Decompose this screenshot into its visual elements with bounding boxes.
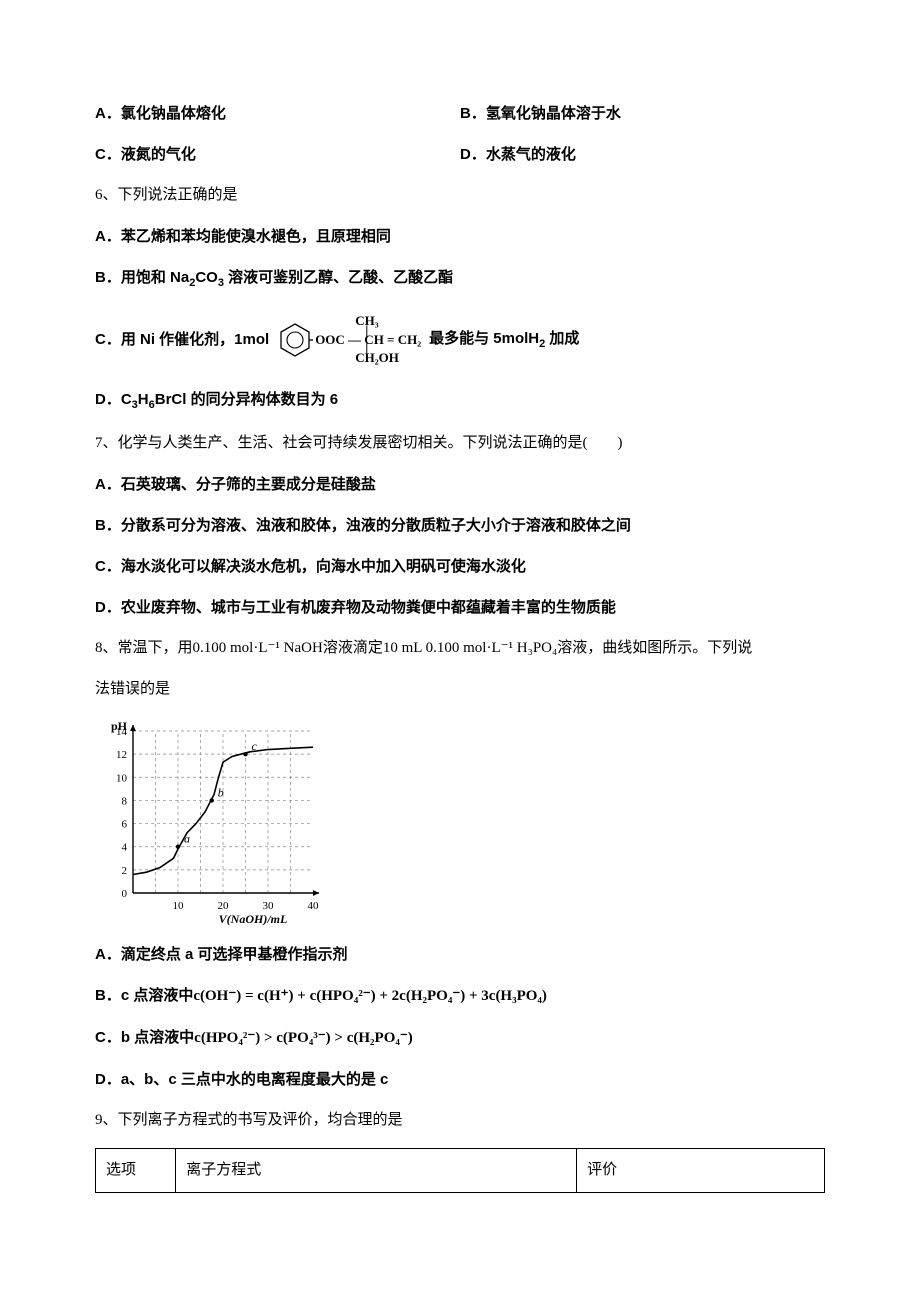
q8-option-a: A．滴定终点 a 可选择甲基橙作指示剂 bbox=[95, 941, 825, 968]
q8-stem-line1: 8、常温下，用0.100 mol·L⁻¹ NaOH溶液滴定10 mL 0.100… bbox=[95, 635, 825, 662]
q8-c-formula: c(HPO₄²⁻) > c(PO₄³⁻) > c(H₂PO₄⁻) bbox=[194, 1030, 413, 1046]
svg-text:20: 20 bbox=[218, 900, 230, 912]
q5-option-c: C．液氮的气化 bbox=[95, 141, 460, 168]
q8-option-c: C．b 点溶液中c(HPO₄²⁻) > c(PO₄³⁻) > c(H₂PO₄⁻) bbox=[95, 1024, 825, 1052]
q9-th-1: 离子方程式 bbox=[176, 1148, 577, 1192]
svg-text:10: 10 bbox=[116, 772, 128, 784]
q6-stem: 6、下列说法正确的是 bbox=[95, 182, 825, 209]
q6-c-pre: C．用 Ni 作催化剂，1mol bbox=[95, 326, 269, 353]
svg-text:pH: pH bbox=[111, 719, 128, 733]
q9-stem: 9、下列离子方程式的书写及评价，均合理的是 bbox=[95, 1107, 825, 1134]
q6-option-d: D．C3H6BrCl 的同分异构体数目为 6 bbox=[95, 386, 825, 416]
svg-text:12: 12 bbox=[116, 749, 127, 761]
q8-titration-chart: 0246810121410203040abcpHV(NaOH)/mL bbox=[95, 717, 825, 927]
q7-stem: 7、化学与人类生产、生活、社会可持续发展密切相关。下列说法正确的是( ) bbox=[95, 430, 825, 457]
svg-text:V(NaOH)/mL: V(NaOH)/mL bbox=[219, 912, 288, 926]
q9-table: 选项 离子方程式 评价 bbox=[95, 1148, 825, 1193]
svg-text:a: a bbox=[184, 831, 190, 845]
svg-text:b: b bbox=[218, 785, 224, 799]
svg-text:4: 4 bbox=[122, 841, 128, 853]
q5-row-ab: A．氯化钠晶体熔化 B．氢氧化钠晶体溶于水 bbox=[95, 100, 825, 127]
q9-th-0: 选项 bbox=[96, 1148, 176, 1192]
q9-th-2: 评价 bbox=[577, 1148, 825, 1192]
q6-option-c: C．用 Ni 作催化剂，1mol CH₃ | OOC — CH = CH₂ | … bbox=[95, 308, 825, 372]
q8-option-d: D．a、b、c 三点中水的电离程度最大的是 c bbox=[95, 1066, 825, 1093]
q7-option-c: C．海水淡化可以解决淡水危机，向海水中加入明矾可使海水淡化 bbox=[95, 553, 825, 580]
q7-option-b: B．分散系可分为溶液、浊液和胶体，浊液的分散质粒子大小介于溶液和胶体之间 bbox=[95, 512, 825, 539]
q7-option-d: D．农业废弃物、城市与工业有机废弃物及动物粪便中都蕴藏着丰富的生物质能 bbox=[95, 594, 825, 621]
benzene-icon bbox=[277, 320, 313, 360]
q6-option-b: B．用饱和 Na2CO3 溶液可鉴别乙醇、乙酸、乙酸乙酯 bbox=[95, 264, 825, 294]
svg-text:6: 6 bbox=[122, 818, 128, 830]
q7-option-a: A．石英玻璃、分子筛的主要成分是硅酸盐 bbox=[95, 471, 825, 498]
q6-b-mid1: CO bbox=[195, 269, 218, 286]
q6-c-post: 最多能与 5molH2 加成 bbox=[429, 325, 579, 355]
q6-option-a: A．苯乙烯和苯均能使溴水褪色，且原理相同 bbox=[95, 223, 825, 250]
q8-b-formula: c(OH⁻) = c(H⁺) + c(HPO₄²⁻) + 2c(H₂PO₄⁻) … bbox=[193, 988, 547, 1004]
q8-option-b: B．c 点溶液中c(OH⁻) = c(H⁺) + c(HPO₄²⁻) + 2c(… bbox=[95, 982, 825, 1010]
q8-stem-line2: 法错误的是 bbox=[95, 676, 825, 703]
q6-b-pre: B．用饱和 Na bbox=[95, 269, 189, 286]
svg-text:c: c bbox=[252, 739, 258, 753]
svg-text:30: 30 bbox=[263, 900, 275, 912]
q6-c-chem-text: CH₃ | OOC — CH = CH₂ | CH₂OH bbox=[315, 314, 421, 365]
svg-text:10: 10 bbox=[173, 900, 185, 912]
q5-option-a: A．氯化钠晶体熔化 bbox=[95, 100, 460, 127]
q9-header-row: 选项 离子方程式 评价 bbox=[96, 1148, 825, 1192]
q5-option-d: D．水蒸气的液化 bbox=[460, 141, 825, 168]
svg-text:8: 8 bbox=[122, 795, 128, 807]
svg-text:40: 40 bbox=[308, 900, 320, 912]
titration-svg: 0246810121410203040abcpHV(NaOH)/mL bbox=[95, 717, 325, 927]
q5-row-cd: C．液氮的气化 D．水蒸气的液化 bbox=[95, 141, 825, 168]
q5-option-b: B．氢氧化钠晶体溶于水 bbox=[460, 100, 825, 127]
q6-c-structure: CH₃ | OOC — CH = CH₂ | CH₂OH bbox=[277, 308, 421, 372]
svg-text:2: 2 bbox=[122, 864, 128, 876]
svg-text:0: 0 bbox=[122, 888, 128, 900]
q6-b-post: 溶液可鉴别乙醇、乙酸、乙酸乙酯 bbox=[224, 269, 453, 286]
